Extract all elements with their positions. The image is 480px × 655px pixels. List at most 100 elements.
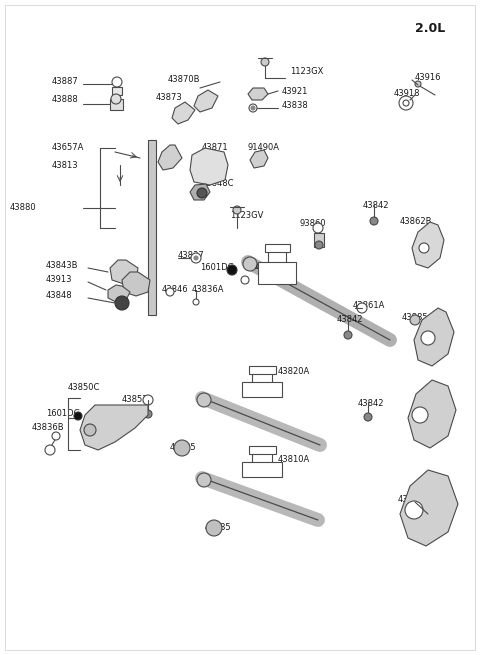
Text: 43861A: 43861A <box>353 301 385 310</box>
Text: 43810A: 43810A <box>278 455 310 464</box>
Polygon shape <box>250 150 268 168</box>
Bar <box>258 262 296 284</box>
Text: 43870B: 43870B <box>168 75 201 83</box>
Text: 2.0L: 2.0L <box>415 22 445 35</box>
Circle shape <box>45 445 55 455</box>
Text: 1601DG: 1601DG <box>46 409 80 417</box>
Circle shape <box>357 303 367 313</box>
Text: 43885: 43885 <box>402 314 429 322</box>
Circle shape <box>243 257 257 271</box>
Polygon shape <box>414 308 454 366</box>
Text: 43888: 43888 <box>52 96 79 105</box>
Text: 43913: 43913 <box>46 276 72 284</box>
Circle shape <box>197 393 211 407</box>
Circle shape <box>194 256 198 260</box>
Circle shape <box>206 520 222 536</box>
Circle shape <box>410 315 420 325</box>
Polygon shape <box>80 405 148 450</box>
Circle shape <box>251 106 255 110</box>
Circle shape <box>415 81 421 87</box>
Polygon shape <box>190 184 210 200</box>
Circle shape <box>115 296 129 310</box>
Text: 1123GX: 1123GX <box>290 67 324 77</box>
Circle shape <box>405 501 423 519</box>
Text: 43885: 43885 <box>205 523 232 533</box>
Bar <box>242 462 282 477</box>
Circle shape <box>370 217 378 225</box>
Text: 43841A: 43841A <box>398 495 430 504</box>
Circle shape <box>241 276 249 284</box>
Circle shape <box>197 473 211 487</box>
Bar <box>314 233 324 247</box>
Circle shape <box>412 407 428 423</box>
Circle shape <box>233 206 241 214</box>
Circle shape <box>315 241 323 249</box>
Text: 1123GV: 1123GV <box>230 210 264 219</box>
Bar <box>112 87 122 95</box>
Polygon shape <box>194 90 218 112</box>
Circle shape <box>174 440 190 456</box>
Polygon shape <box>248 88 268 100</box>
Polygon shape <box>110 260 138 284</box>
Text: 43921: 43921 <box>282 86 308 96</box>
Text: 43837: 43837 <box>178 250 205 259</box>
Polygon shape <box>122 272 150 296</box>
Bar <box>110 99 123 110</box>
Circle shape <box>112 77 122 87</box>
Text: 43830A: 43830A <box>255 263 288 272</box>
Circle shape <box>227 265 237 275</box>
Text: 43813: 43813 <box>52 160 79 170</box>
Text: 43885: 43885 <box>412 398 439 407</box>
Polygon shape <box>412 222 444 268</box>
Polygon shape <box>408 380 456 448</box>
Bar <box>242 382 282 397</box>
Text: 43916: 43916 <box>415 73 442 83</box>
Polygon shape <box>172 102 195 124</box>
Circle shape <box>313 223 323 233</box>
Text: 43836B: 43836B <box>32 424 65 432</box>
Circle shape <box>418 400 428 410</box>
Circle shape <box>111 94 121 104</box>
Bar <box>249 366 276 374</box>
Text: 93860: 93860 <box>300 219 326 227</box>
Text: 43843B: 43843B <box>46 261 79 269</box>
Bar <box>265 244 290 252</box>
Circle shape <box>421 331 435 345</box>
Polygon shape <box>190 148 228 185</box>
Circle shape <box>249 104 257 112</box>
Circle shape <box>197 188 207 198</box>
Polygon shape <box>400 470 458 546</box>
Circle shape <box>166 288 174 296</box>
Bar <box>249 446 276 454</box>
Circle shape <box>52 432 60 440</box>
Text: 43846: 43846 <box>162 286 189 295</box>
Circle shape <box>191 253 201 263</box>
Text: 43842: 43842 <box>358 398 384 407</box>
Text: 43836A: 43836A <box>192 286 225 295</box>
Text: 43873: 43873 <box>156 94 183 102</box>
Polygon shape <box>158 145 182 170</box>
Circle shape <box>261 58 269 66</box>
Text: 43842: 43842 <box>363 200 389 210</box>
Circle shape <box>399 96 413 110</box>
Circle shape <box>193 299 199 305</box>
Text: 43838: 43838 <box>282 102 309 111</box>
Circle shape <box>143 395 153 405</box>
Text: 43848C: 43848C <box>202 179 235 187</box>
Text: 43657A: 43657A <box>52 143 84 153</box>
Text: 43820A: 43820A <box>278 367 310 377</box>
Circle shape <box>74 412 82 420</box>
Text: 43871: 43871 <box>202 143 228 153</box>
Circle shape <box>84 424 96 436</box>
Text: 91490A: 91490A <box>248 143 280 153</box>
Circle shape <box>419 243 429 253</box>
Text: 43852: 43852 <box>122 396 148 405</box>
Text: 43850C: 43850C <box>68 383 100 392</box>
Circle shape <box>364 413 372 421</box>
Text: 1601DG: 1601DG <box>200 263 234 272</box>
Text: 43862B: 43862B <box>400 217 432 227</box>
Circle shape <box>144 410 152 418</box>
Circle shape <box>403 100 409 106</box>
Text: 43885: 43885 <box>170 443 197 451</box>
Polygon shape <box>108 285 130 302</box>
